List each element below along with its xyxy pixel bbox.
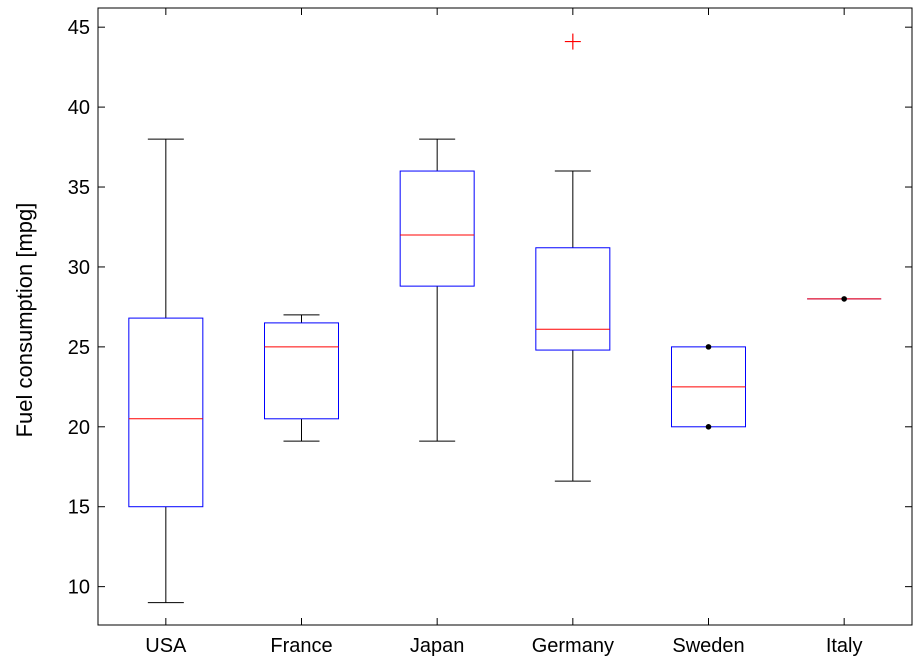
y-tick-label: 10	[68, 577, 90, 599]
plot-frame	[97, 7, 913, 626]
x-tick-label: Italy	[826, 635, 863, 657]
y-tick-label: 15	[68, 497, 90, 519]
y-tick-label: 35	[68, 177, 90, 199]
box-japan	[399, 138, 475, 442]
iqr-box	[399, 170, 475, 287]
iqr-box	[264, 322, 339, 420]
x-tick-label: Sweden	[672, 635, 744, 657]
box-france	[264, 314, 339, 442]
box-series	[128, 33, 882, 604]
x-tick-label: Germany	[532, 635, 614, 657]
x-tick-label: France	[270, 635, 332, 657]
y-tick-label: 25	[68, 337, 90, 359]
x-tick-label: USA	[145, 635, 187, 657]
data-point	[705, 344, 712, 350]
box-usa	[128, 138, 204, 604]
y-tick-label: 45	[68, 17, 90, 39]
y-axis-label: Fuel consumption [mpg]	[12, 203, 37, 438]
box-italy	[807, 296, 882, 302]
data-point	[841, 296, 847, 302]
box-germany	[535, 33, 611, 482]
iqr-box	[535, 247, 611, 351]
plot-area	[97, 7, 913, 626]
x-tick-label: Japan	[410, 635, 465, 657]
outlier-marker	[564, 33, 581, 50]
y-tick-label: 20	[68, 417, 90, 439]
iqr-box	[128, 317, 204, 508]
y-axis: 10 15 20 25 30 35 40 45	[68, 17, 912, 599]
y-tick-label: 40	[68, 97, 90, 119]
x-axis: USA France Japan Germany Sweden Italy	[145, 8, 863, 657]
data-point	[705, 423, 712, 430]
y-tick-label: 30	[68, 257, 90, 279]
box-sweden	[671, 344, 746, 430]
